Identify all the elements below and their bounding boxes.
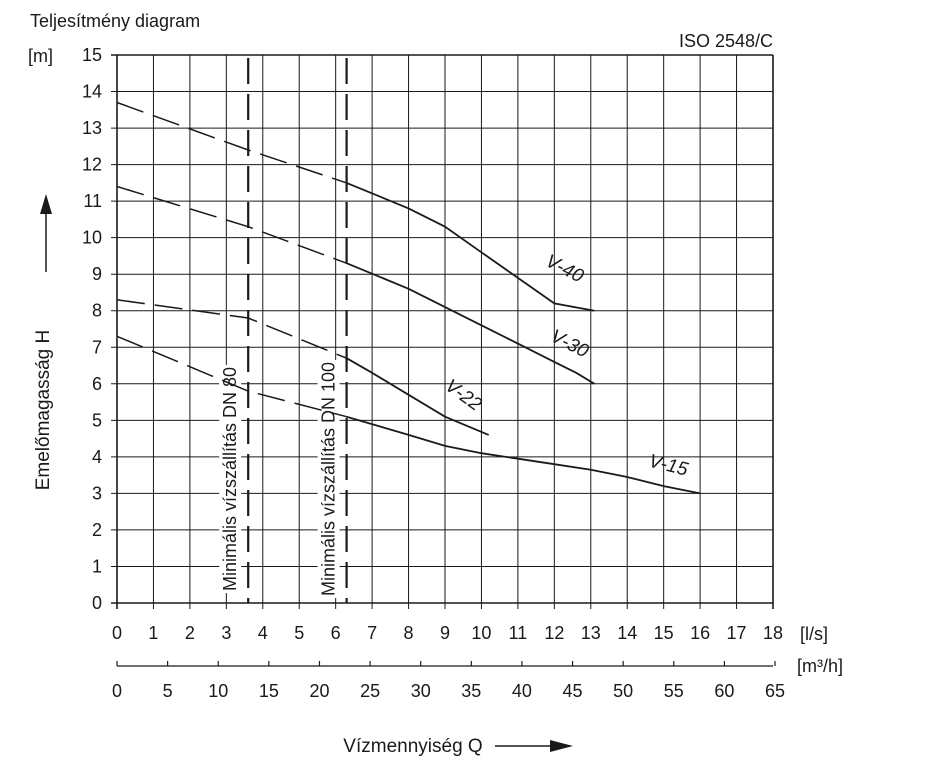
x-tick-label: 8: [404, 623, 414, 643]
pump-curves: [116, 101, 701, 495]
x-tick-label: 13: [581, 623, 601, 643]
x2-tick-label: 55: [664, 681, 684, 701]
y-tick-label: 2: [92, 520, 102, 540]
x-tick-label: 11: [509, 623, 528, 643]
min-flow-lines: Minimális vízszállítás DN 80 Minimális ví…: [219, 58, 348, 603]
x-tick-label: 5: [294, 623, 304, 643]
x-tick-label: 12: [544, 623, 564, 643]
x-tick-label: 15: [654, 623, 674, 643]
x2-tick-label: 30: [411, 681, 431, 701]
curve-v-30: [346, 262, 595, 385]
curve-dashed-v-30: [116, 185, 347, 264]
x-tick-label: 7: [367, 623, 377, 643]
x2-tick-label: 0: [112, 681, 122, 701]
x2-unit-label: [m³/h]: [797, 656, 843, 676]
x-axis-arrow-icon: [495, 740, 573, 752]
chart-title: Teljesítmény diagram: [30, 11, 200, 31]
x-axis-title: Vízmennyiség Q: [343, 736, 482, 757]
y-unit-label: [m]: [28, 46, 53, 66]
curve-label-v-15: V-15: [647, 451, 691, 481]
x2-tick-label: 65: [765, 681, 785, 701]
x2-tick-label: 60: [714, 681, 734, 701]
x-tick-label: 2: [185, 623, 195, 643]
y-tick-label: 3: [92, 483, 102, 503]
grid: [111, 54, 774, 609]
x2-tick-label: 25: [360, 681, 380, 701]
x-tick-label: 18: [763, 623, 783, 643]
curve-label-v-40: V-40: [542, 251, 587, 288]
x2-tick-label: 20: [309, 681, 329, 701]
y-tick-label: 6: [92, 374, 102, 394]
x-tick-label: 1: [148, 623, 158, 643]
y-tick-label: 15: [82, 45, 102, 65]
y-tick-label: 14: [82, 82, 102, 102]
y-tick-label: 0: [92, 593, 102, 613]
label-backdrop: [317, 359, 340, 599]
x-tick-label: 4: [258, 623, 268, 643]
x-tick-label: 0: [112, 623, 122, 643]
label-backdrop: [219, 364, 242, 594]
x-tick-label: 6: [331, 623, 341, 643]
x2-tick-label: 50: [613, 681, 633, 701]
x-tick-label: 9: [440, 623, 450, 643]
x-tick-label: 14: [617, 623, 637, 643]
curve-v-40: [346, 182, 595, 312]
y-tick-label: 8: [92, 301, 102, 321]
x2-tick-label: 35: [461, 681, 481, 701]
x2-tick-label: 45: [563, 681, 583, 701]
x-tick-label: 10: [471, 623, 491, 643]
y-tick-label: 11: [83, 191, 102, 211]
x2-tick-label: 10: [208, 681, 228, 701]
curve-v-22: [346, 357, 490, 436]
min-flow-line-label: Minimális vízszállítás DN 80: [220, 367, 240, 591]
standard-label: ISO 2548/C: [679, 31, 773, 51]
y-tick-label: 5: [92, 410, 102, 430]
y-tick-label: 12: [82, 155, 102, 175]
x-tick-labels: 0 1 2 3 4 5 6 7 8 9 10 11 12 13 14 15 16 17 18: [112, 623, 783, 643]
x2-tick-label: 40: [512, 681, 532, 701]
curve-dashed-v-40: [116, 101, 347, 184]
y-tick-label: 9: [92, 264, 102, 284]
curve-dashed-v-22: [116, 299, 347, 359]
x-tick-label: 16: [690, 623, 710, 643]
y-axis-title: Emelőmagasság H: [33, 330, 54, 491]
curve-dashed-v-15: [116, 335, 347, 418]
x2-tick-label: 5: [163, 681, 173, 701]
y-axis-arrow-icon: [40, 194, 52, 272]
y-tick-label: 10: [82, 228, 102, 248]
x-tick-label: 17: [727, 623, 747, 643]
curve-label-v-22: V-22: [441, 375, 486, 415]
y-tick-label: 7: [92, 337, 102, 357]
x-tick-label: 3: [221, 623, 231, 643]
curve-labels: V-40V-30V-22V-15: [441, 251, 690, 481]
y-tick-label: 4: [92, 447, 102, 467]
secondary-x-axis: 0 5 10 15 20 25 30 35 40 45 50 55 60 65: [112, 661, 785, 701]
curve-v-15: [346, 415, 701, 495]
y-tick-label: 1: [92, 556, 102, 576]
y-tick-label: 13: [82, 118, 102, 138]
x-unit-label: [l/s]: [800, 624, 828, 644]
min-flow-line-label: Minimális vízszállítás DN 100: [319, 362, 339, 596]
x2-tick-label: 15: [259, 681, 279, 701]
